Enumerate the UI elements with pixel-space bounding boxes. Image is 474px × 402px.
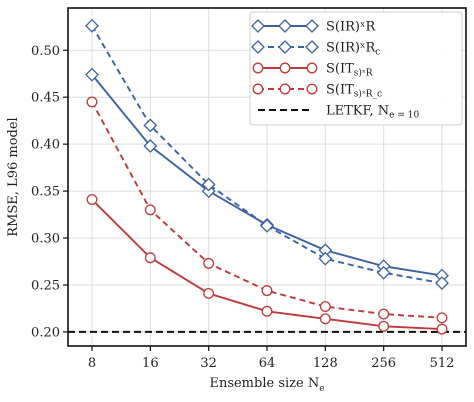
data-point — [318, 251, 333, 266]
legend-label-subscript: e = 10 — [389, 111, 419, 121]
data-point — [144, 204, 156, 216]
data-point — [378, 308, 390, 320]
legend-marker — [252, 62, 264, 74]
legend-entry-3: S(ITs)ˣR — [252, 62, 373, 79]
legend-label-text: S(IT — [326, 83, 354, 98]
legend-marker — [279, 83, 291, 95]
data-point — [435, 276, 449, 291]
x-tick-label: 512 — [430, 356, 455, 371]
x-tick-label: 16 — [142, 356, 159, 371]
data-point — [86, 194, 98, 205]
data-point — [201, 177, 216, 192]
data-point — [144, 252, 156, 264]
legend-label: LETKF, Ne = 10 — [326, 104, 419, 121]
legend-label: S(ITs)ˣR — [326, 62, 373, 79]
legend-marker — [278, 40, 292, 54]
data-point — [261, 305, 273, 317]
data-point — [85, 18, 99, 33]
y-axis-label: RMSE, L96 model — [6, 117, 21, 236]
legend-entry-reference: LETKF, Ne = 10 — [258, 104, 419, 121]
y-tick-label: 0.45 — [31, 91, 60, 106]
data-point — [378, 320, 390, 332]
legend-marker — [278, 19, 292, 33]
data-point — [436, 323, 448, 335]
data-point — [261, 285, 273, 297]
y-tick-label: 0.40 — [31, 138, 60, 153]
legend-label-subscript: s)ˣR — [354, 68, 373, 79]
x-axis-ticks: 8 16 32 64 128 256 512 — [88, 346, 455, 371]
legend-entry-2: S(IR)ˣRc — [251, 40, 380, 58]
legend-label: S(ITs)ˣR_c — [326, 83, 382, 100]
x-tick-label: 256 — [371, 356, 396, 371]
data-point — [203, 257, 215, 269]
data-point — [376, 265, 391, 280]
y-tick-label: 0.20 — [31, 325, 60, 340]
y-tick-label: 0.30 — [31, 232, 60, 247]
y-tick-label: 0.25 — [31, 278, 60, 293]
data-point — [436, 312, 448, 324]
legend-label: S(IR)ˣRc — [326, 41, 380, 58]
legend-marker — [251, 40, 265, 54]
legend-label-subscript: s)ˣR_c — [354, 89, 382, 100]
legend-marker — [251, 19, 265, 33]
series-4 — [86, 96, 448, 324]
legend-marker — [279, 62, 291, 74]
legend-label-subscript: c — [375, 48, 380, 58]
series-group — [85, 18, 449, 335]
data-point — [319, 301, 331, 313]
legend-label-text: S(IR)ˣR — [326, 20, 376, 35]
legend-label-text: LETKF, N — [326, 104, 389, 119]
legend-marker — [306, 62, 318, 74]
x-tick-label: 32 — [200, 356, 217, 371]
x-tick-label: 8 — [88, 356, 96, 371]
legend: S(IR)ˣRS(IR)ˣRcS(ITs)ˣRS(ITs)ˣR_cLETKF, … — [249, 11, 463, 126]
x-tick-label: 64 — [259, 356, 276, 371]
data-point — [85, 67, 99, 82]
legend-entry-1: S(IR)ˣR — [251, 19, 376, 35]
data-point — [143, 139, 158, 153]
data-point — [319, 313, 331, 325]
legend-label: S(IR)ˣR — [326, 20, 376, 35]
x-axis-label-text: Ensemble size N — [209, 376, 319, 391]
series-2 — [85, 18, 449, 291]
x-axis-label: Ensemble size Ne — [209, 376, 324, 394]
legend-box — [249, 11, 463, 126]
x-axis-label-subscript: e — [319, 384, 324, 394]
y-axis-ticks: 0.20 0.25 0.30 0.35 0.40 0.45 0.50 — [31, 44, 68, 340]
legend-label-text: S(IT — [326, 62, 354, 77]
x-tick-label: 128 — [313, 356, 338, 371]
series-3 — [86, 194, 448, 335]
legend-label-text: S(IR)ˣR — [326, 41, 376, 56]
legend-marker — [306, 83, 318, 95]
y-tick-label: 0.35 — [31, 185, 60, 200]
legend-marker — [252, 83, 264, 95]
legend-marker — [305, 40, 319, 54]
legend-entry-4: S(ITs)ˣR_c — [252, 83, 382, 100]
data-point — [203, 287, 215, 299]
y-tick-label: 0.50 — [31, 44, 60, 59]
data-point — [86, 96, 98, 108]
data-point — [260, 218, 274, 233]
legend-marker — [305, 19, 319, 33]
data-point — [143, 118, 158, 133]
